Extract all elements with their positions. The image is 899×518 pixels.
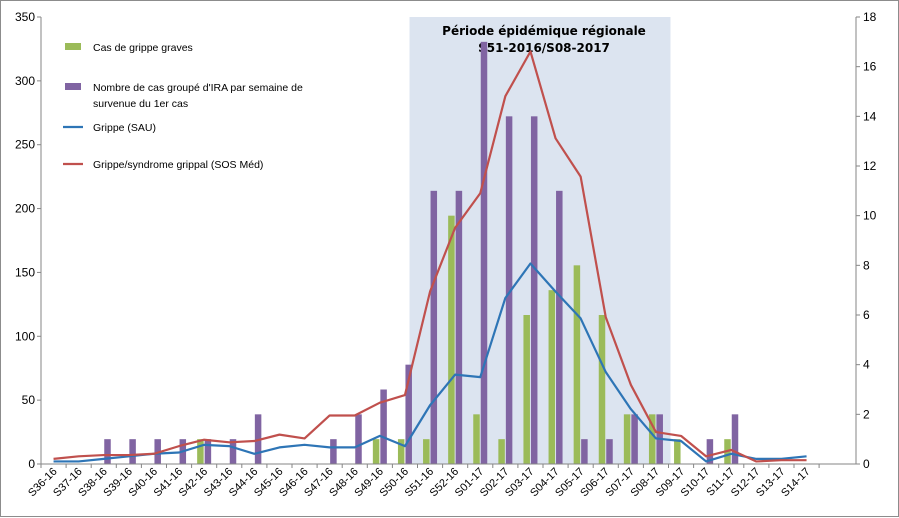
bar-severe-flu-S50-16 (397, 439, 405, 464)
bar-severe-flu-S52-16 (448, 215, 455, 464)
right-tick-label: 12 (863, 159, 877, 173)
bar-ira-clusters-S43-16 (229, 439, 237, 464)
bar-ira-clusters-S05-17 (581, 439, 588, 464)
lines-group (53, 50, 807, 463)
bar-severe-flu-S05-17 (573, 265, 581, 464)
bar-ira-clusters-S49-16 (380, 389, 387, 464)
right-tick-label: 14 (863, 109, 877, 123)
epidemic-period-dates: S51-2016/S08-2017 (478, 41, 610, 55)
bar-ira-clusters-S01-17 (480, 41, 488, 464)
epidemic-period-title: Période épidémique régionale (442, 24, 646, 38)
bar-severe-flu-S02-17 (498, 439, 505, 464)
left-tick-label: 100 (15, 329, 35, 343)
bar-severe-flu-S06-17 (598, 315, 606, 464)
bar-severe-flu-S49-16 (372, 439, 380, 464)
bar-ira-clusters-S07-17 (631, 414, 638, 464)
right-tick-label: 18 (863, 10, 877, 24)
legend-label-sau: Grippe (SAU) (93, 122, 156, 134)
legend-label-ira-clusters: Nombre de cas groupé d'IRA par semaine d… (93, 82, 306, 110)
bar-severe-flu-S01-17 (473, 414, 480, 464)
x-tick-label: S14-17 (779, 466, 813, 500)
legend-label-ira-line1: Nombre de cas groupé d'IRA par semaine d… (93, 82, 303, 94)
bar-ira-clusters-S03-17 (530, 116, 538, 464)
legend-label-sos-med: Grippe/syndrome grippal (SOS Méd) (93, 159, 263, 171)
bar-severe-flu-S08-17 (648, 414, 656, 464)
line-series-grippe-sau (53, 262, 807, 463)
legend: Cas de grippe graves Nombre de cas group… (63, 42, 306, 171)
bar-ira-clusters-S39-16 (129, 439, 136, 464)
left-tick-label: 150 (15, 265, 35, 279)
bar-severe-flu-S42-16 (197, 439, 204, 464)
left-tick-label: 200 (15, 202, 35, 216)
legend-swatch-ira-clusters (65, 83, 81, 90)
left-tick-label: 300 (15, 74, 35, 88)
bar-ira-clusters-S02-17 (505, 116, 513, 464)
legend-swatch-severe-flu (65, 43, 81, 50)
right-tick-label: 4 (863, 358, 870, 372)
bar-ira-clusters-S48-16 (355, 414, 362, 464)
right-tick-label: 0 (863, 457, 870, 471)
left-tick-label: 0 (28, 457, 35, 471)
bar-ira-clusters-S04-17 (556, 190, 563, 465)
bar-ira-clusters-S10-17 (706, 439, 714, 464)
bar-ira-clusters-S47-16 (330, 439, 337, 464)
bar-severe-flu-S09-17 (674, 439, 681, 464)
bar-ira-clusters-S38-16 (104, 439, 111, 464)
right-tick-label: 16 (863, 60, 877, 74)
bar-ira-clusters-S51-16 (430, 190, 438, 465)
right-tick-label: 6 (863, 308, 870, 322)
bar-severe-flu-S51-16 (423, 439, 430, 464)
line-series-grippe-sos-med (53, 50, 807, 463)
bar-ira-clusters-S42-16 (204, 439, 212, 464)
bars-group (104, 41, 739, 465)
bar-severe-flu-S03-17 (523, 315, 530, 464)
right-tick-label: 2 (863, 407, 870, 421)
left-tick-label: 350 (15, 10, 35, 24)
bar-severe-flu-S07-17 (623, 414, 631, 464)
left-tick-label: 250 (15, 138, 35, 152)
bar-ira-clusters-S52-16 (455, 190, 463, 465)
legend-label-ira-line2: survenue du 1er cas (93, 98, 188, 110)
left-tick-label: 50 (22, 393, 36, 407)
legend-label-severe-flu: Cas de grippe graves (93, 42, 193, 54)
bar-ira-clusters-S11-17 (731, 414, 739, 464)
bar-ira-clusters-S06-17 (606, 439, 613, 464)
bar-severe-flu-S04-17 (548, 290, 556, 464)
right-tick-label: 10 (863, 209, 877, 223)
right-tick-label: 8 (863, 258, 870, 272)
bar-ira-clusters-S50-16 (405, 364, 412, 464)
